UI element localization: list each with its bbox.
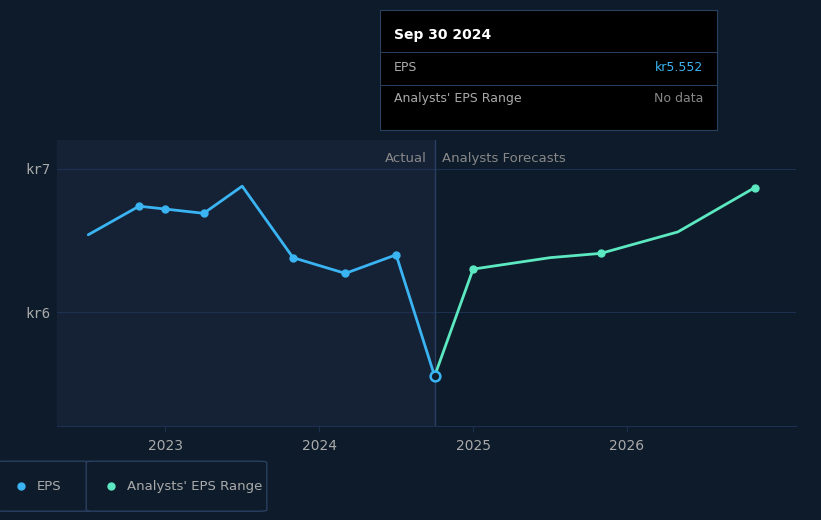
FancyBboxPatch shape (86, 461, 267, 511)
Text: Sep 30 2024: Sep 30 2024 (393, 28, 491, 42)
Text: Analysts' EPS Range: Analysts' EPS Range (127, 479, 263, 493)
FancyBboxPatch shape (0, 461, 94, 511)
Text: Analysts' EPS Range: Analysts' EPS Range (393, 92, 521, 105)
Text: Analysts Forecasts: Analysts Forecasts (443, 152, 566, 165)
Text: EPS: EPS (393, 61, 417, 74)
Text: EPS: EPS (37, 479, 62, 493)
Text: kr5.552: kr5.552 (655, 61, 704, 74)
Text: Actual: Actual (385, 152, 427, 165)
Bar (57, 140, 434, 426)
Text: No data: No data (654, 92, 704, 105)
